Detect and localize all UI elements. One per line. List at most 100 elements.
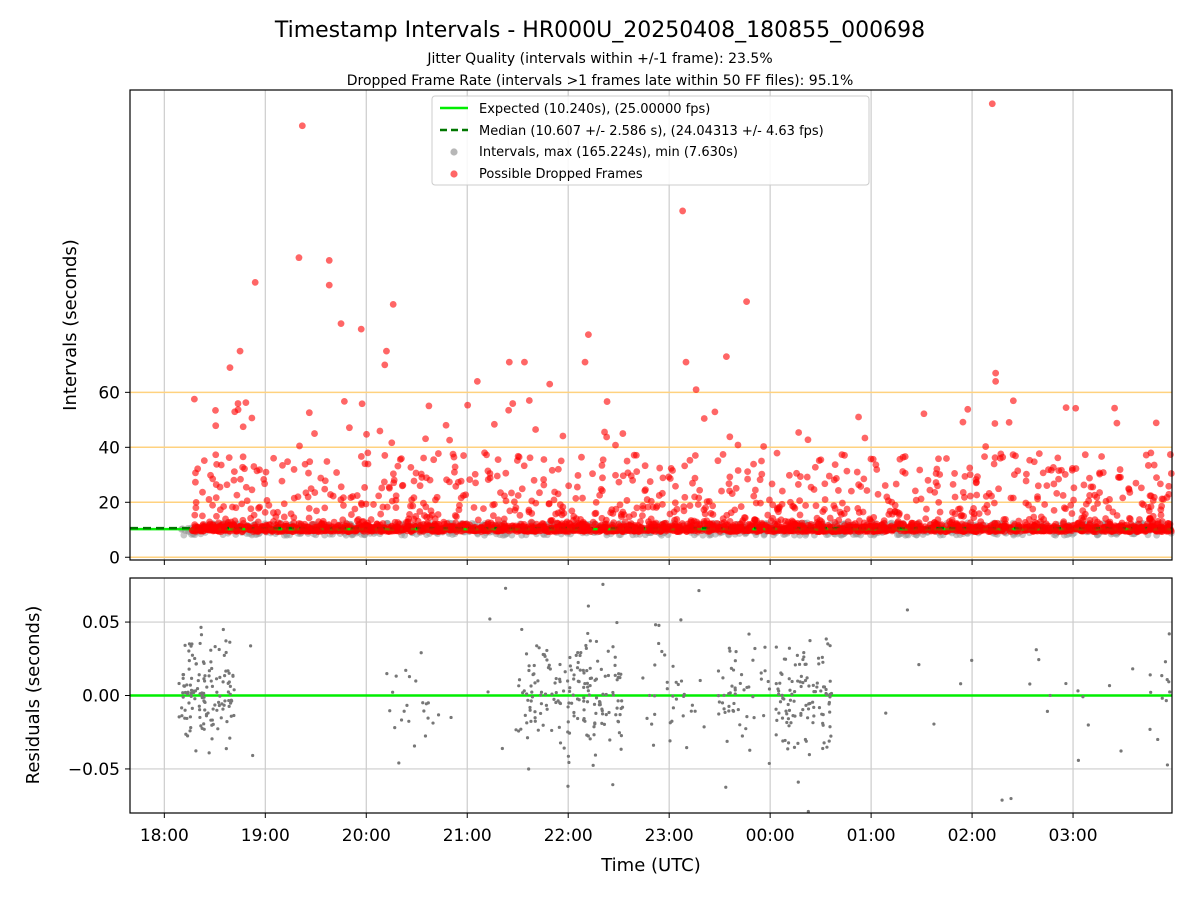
residual-point	[572, 714, 576, 718]
dropped-frame-point	[404, 518, 412, 525]
dropped-frame-point	[558, 507, 566, 515]
dropped-frame-point	[572, 494, 580, 502]
residual-point	[792, 699, 796, 703]
dropped-frame-point	[305, 514, 313, 522]
residual-point	[1167, 632, 1171, 636]
residual-point	[1163, 660, 1168, 664]
dropped-frame-point	[856, 517, 863, 525]
residual-point	[197, 704, 201, 708]
dropped-frame-point	[578, 453, 585, 461]
dropped-frame-point	[1166, 451, 1174, 458]
dropped-frame-point	[451, 512, 459, 519]
residual-point	[620, 699, 624, 703]
dropped-frame-point	[802, 502, 810, 509]
dropped-frame-point	[1086, 491, 1094, 499]
residual-point	[592, 702, 597, 706]
residual-point	[558, 680, 562, 684]
residual-point	[611, 783, 615, 787]
interval-point	[180, 531, 188, 539]
residual-point	[431, 721, 435, 725]
dropped-frame-point	[280, 513, 288, 521]
residual-point	[668, 739, 672, 743]
residual-point	[697, 588, 701, 593]
residual-point	[641, 676, 645, 680]
dropped-frame-point	[689, 479, 696, 487]
dropped-frame-point	[508, 489, 515, 497]
dropped-frame-point	[681, 524, 689, 532]
dropped-frame-point	[1167, 470, 1175, 477]
residual-point	[671, 706, 676, 710]
residual-point	[786, 717, 791, 721]
dropped-frame-point	[1113, 512, 1121, 519]
dropped-frame-point	[466, 476, 474, 484]
dropped-frame-point	[642, 486, 649, 494]
residual-point	[1119, 749, 1123, 753]
dropped-frame-point	[397, 525, 405, 533]
dropped-frame-point	[423, 513, 431, 521]
dropped-frame-point	[345, 424, 353, 432]
dropped-frame-point	[1022, 499, 1030, 507]
residual-point	[419, 651, 423, 655]
residual-point	[596, 659, 600, 663]
residual-point	[594, 696, 599, 700]
residual-point	[199, 625, 203, 630]
residual-point	[566, 679, 570, 683]
residual-point	[584, 643, 588, 648]
dropped-frame-point	[388, 439, 396, 447]
dropped-frame-point	[370, 527, 378, 534]
dropped-frame-point	[658, 489, 666, 497]
dropped-frame-point	[332, 523, 340, 531]
dropped-frame-point	[855, 481, 863, 489]
dropped-frame-point	[854, 525, 862, 533]
dropped-frame-point	[305, 505, 313, 512]
dropped-frame-point	[996, 454, 1004, 462]
residual-point	[751, 658, 755, 662]
dropped-frame-point	[1136, 516, 1143, 523]
residual-point	[385, 672, 389, 676]
dropped-frame-point	[885, 510, 893, 518]
residual-point	[552, 697, 556, 701]
dropped-frame-point	[641, 462, 649, 470]
residual-point	[674, 697, 679, 701]
legend-expected-label: Expected (10.240s), (25.00000 fps)	[479, 102, 710, 117]
residual-point	[527, 767, 531, 771]
residual-point	[571, 693, 575, 697]
residual-point	[436, 713, 441, 717]
residual-point	[1148, 727, 1152, 731]
dropped-frame-point	[547, 517, 555, 525]
residual-point	[548, 667, 552, 671]
dropped-frame-point	[731, 506, 739, 514]
residual-point	[521, 691, 525, 695]
dropped-frame-point	[241, 465, 248, 473]
residual-point	[805, 676, 809, 680]
dropped-frame-point	[442, 421, 450, 429]
residual-point	[181, 691, 185, 695]
residual-point	[423, 734, 428, 738]
dropped-frame-outlier	[988, 100, 996, 108]
intervals-y-axis-label: Intervals (seconds)	[60, 239, 81, 411]
dropped-frame-point	[1007, 494, 1015, 502]
dropped-frame-outlier	[325, 281, 333, 289]
dropped-frame-point	[610, 519, 618, 527]
dropped-frame-point	[389, 470, 397, 478]
dropped-frame-point	[351, 505, 359, 513]
dropped-frame-point	[1009, 397, 1017, 405]
dropped-frame-point	[612, 441, 619, 449]
residual-point	[558, 741, 563, 745]
residual-point	[191, 689, 195, 693]
dropped-frame-point	[726, 487, 733, 495]
x-tick-label: 22:00	[544, 826, 593, 846]
dropped-frame-point	[665, 473, 673, 481]
dropped-frame-point	[412, 469, 420, 477]
dropped-frame-point	[854, 505, 862, 512]
residual-point	[530, 695, 535, 699]
residual-point	[592, 725, 596, 729]
residual-point	[618, 676, 622, 680]
residual-point	[404, 668, 408, 672]
residual-point	[561, 689, 566, 693]
residual-point	[786, 747, 790, 751]
dropped-frame-point	[863, 487, 871, 494]
residual-point	[647, 693, 652, 698]
dropped-frame-point	[1067, 501, 1075, 509]
residual-point	[727, 704, 731, 708]
